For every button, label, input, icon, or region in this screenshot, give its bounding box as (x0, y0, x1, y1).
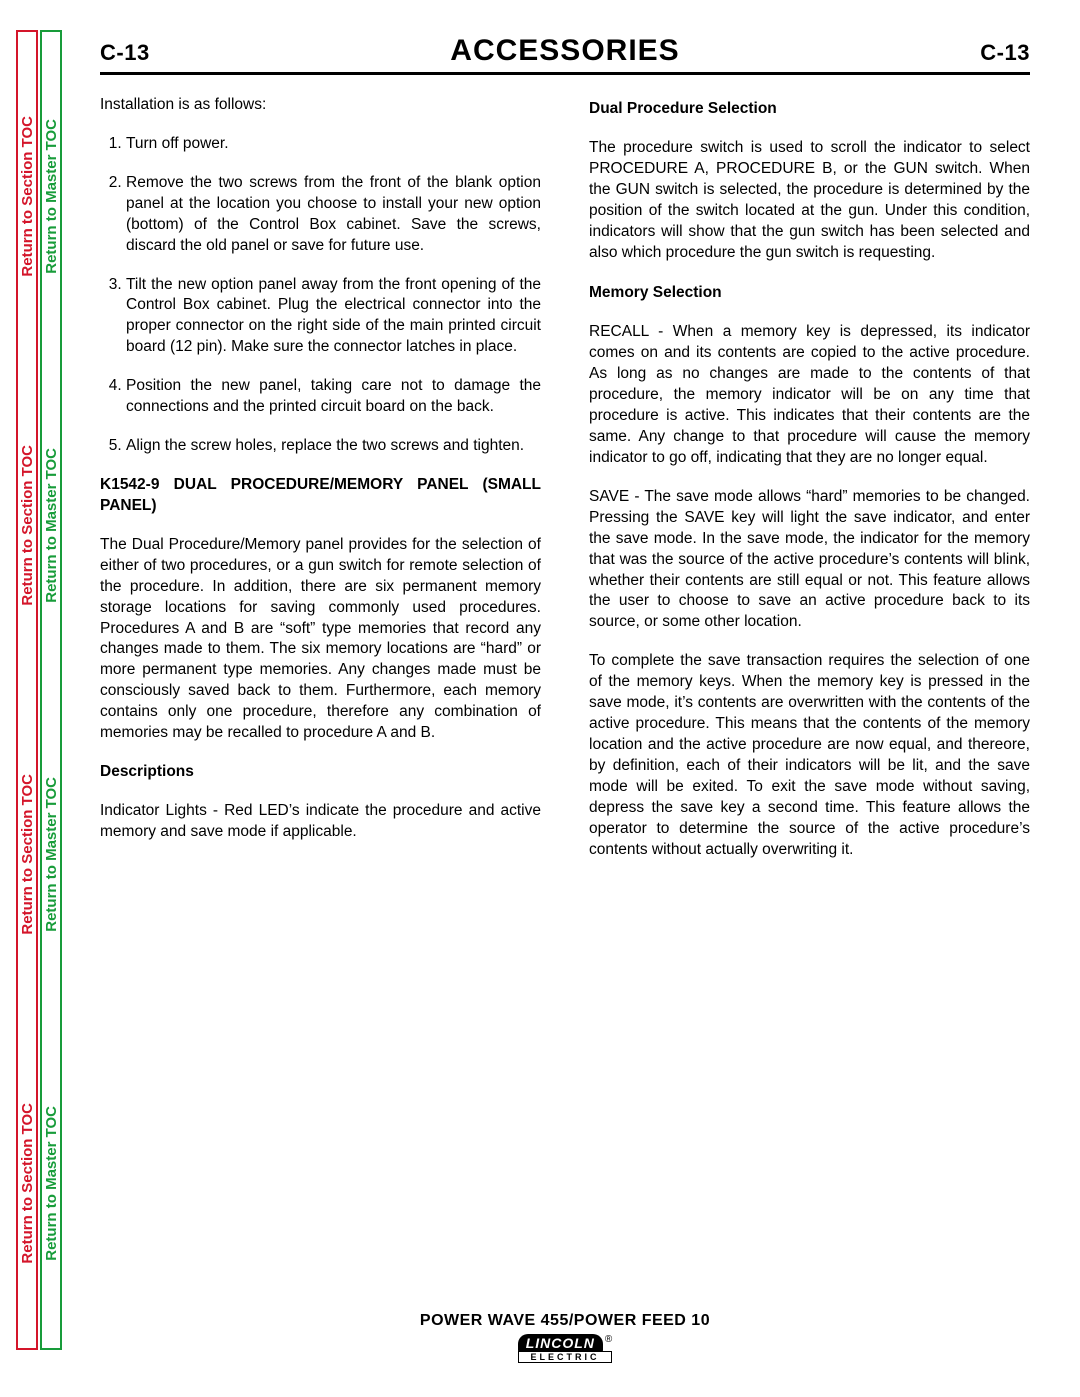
installation-steps: Turn off power. Remove the two screws fr… (100, 134, 541, 457)
master-toc-label: Return to Master TOC (43, 777, 60, 932)
registered-mark-icon: ® (605, 1334, 612, 1345)
section-toc-label: Return to Section TOC (19, 774, 36, 935)
master-toc-link[interactable]: Return to Master TOC (42, 361, 60, 690)
body-paragraph: To complete the save transaction require… (589, 651, 1030, 860)
brand-logo: LINCOLN® ELECTRIC (518, 1334, 613, 1363)
body-paragraph: The Dual Procedure/Memory panel provides… (100, 535, 541, 744)
page: Return to Section TOC Return to Section … (0, 0, 1080, 1397)
section-heading: Memory Selection (589, 283, 1030, 304)
section-toc-link[interactable]: Return to Section TOC (18, 1019, 36, 1348)
content-area: C-13 ACCESSORIES C-13 Installation is as… (100, 34, 1030, 879)
body-paragraph: The procedure switch is used to scroll t… (589, 138, 1030, 264)
step-item: Turn off power. (126, 134, 541, 155)
step-item: Align the screw holes, replace the two s… (126, 436, 541, 457)
section-heading: Descriptions (100, 762, 541, 783)
footer-model-line: POWER WAVE 455/POWER FEED 10 (100, 1312, 1030, 1330)
section-heading: Dual Procedure Selection (589, 99, 1030, 120)
master-toc-link[interactable]: Return to Master TOC (42, 32, 60, 361)
step-item: Tilt the new option panel away from the … (126, 275, 541, 359)
step-item: Position the new panel, taking care not … (126, 376, 541, 418)
brand-name: LINCOLN (518, 1334, 603, 1352)
page-header: C-13 ACCESSORIES C-13 (100, 34, 1030, 75)
side-tab-column-section: Return to Section TOC Return to Section … (16, 30, 38, 1350)
section-toc-label: Return to Section TOC (19, 1103, 36, 1264)
body-paragraph: RECALL - When a memory key is depressed,… (589, 322, 1030, 468)
side-tab-column-master: Return to Master TOC Return to Master TO… (40, 30, 62, 1350)
page-number-left: C-13 (100, 40, 150, 66)
section-toc-label: Return to Section TOC (19, 445, 36, 606)
master-toc-label: Return to Master TOC (43, 119, 60, 274)
page-footer: POWER WAVE 455/POWER FEED 10 LINCOLN® EL… (100, 1312, 1030, 1365)
side-tab-strip: Return to Section TOC Return to Section … (16, 30, 64, 1350)
master-toc-link[interactable]: Return to Master TOC (42, 1019, 60, 1348)
section-toc-link[interactable]: Return to Section TOC (18, 361, 36, 690)
step-item: Remove the two screws from the front of … (126, 173, 541, 257)
section-toc-label: Return to Section TOC (19, 116, 36, 277)
section-toc-link[interactable]: Return to Section TOC (18, 32, 36, 361)
master-toc-label: Return to Master TOC (43, 448, 60, 603)
page-number-right: C-13 (980, 40, 1030, 66)
body-paragraph: SAVE - The save mode allows “hard” memor… (589, 487, 1030, 633)
master-toc-link[interactable]: Return to Master TOC (42, 690, 60, 1019)
intro-text: Installation is as follows: (100, 95, 541, 116)
page-title: ACCESSORIES (450, 34, 679, 68)
right-column: Dual Procedure Selection The procedure s… (589, 95, 1030, 879)
section-toc-link[interactable]: Return to Section TOC (18, 690, 36, 1019)
left-column: Installation is as follows: Turn off pow… (100, 95, 541, 879)
section-heading: K1542-9 DUAL PROCEDURE/MEMORY PANEL (SMA… (100, 475, 541, 517)
body-paragraph: Indicator Lights - Red LED’s indicate th… (100, 801, 541, 843)
two-column-layout: Installation is as follows: Turn off pow… (100, 95, 1030, 879)
master-toc-label: Return to Master TOC (43, 1106, 60, 1261)
brand-subtitle: ELECTRIC (518, 1351, 613, 1363)
